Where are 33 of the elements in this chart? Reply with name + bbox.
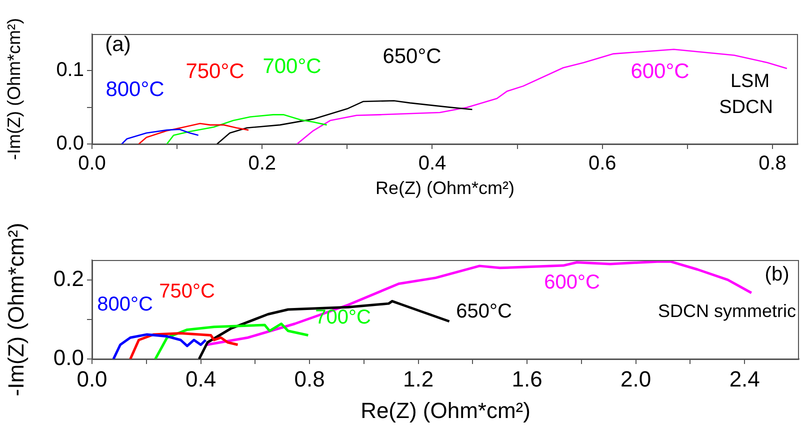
x-tick-label: 0.2 bbox=[248, 152, 276, 175]
series-label: 700°C bbox=[262, 54, 322, 78]
annotation: SDCN symmetric bbox=[658, 300, 796, 321]
x-tick-label: 0.4 bbox=[185, 366, 216, 392]
x-tick-label: 1.6 bbox=[512, 366, 542, 392]
series-label: 650°C bbox=[456, 300, 512, 323]
series-label: 800°C bbox=[106, 78, 164, 101]
x-tick-label: 0.4 bbox=[418, 152, 446, 175]
x-tick-label: 2.0 bbox=[620, 366, 652, 392]
series-label: 600°C bbox=[544, 272, 600, 294]
x-axis-title: Re(Z) (Ohm*cm²) bbox=[376, 178, 514, 198]
x-tick-label: 0.0 bbox=[78, 152, 106, 175]
series-label: 650°C bbox=[382, 44, 442, 68]
x-tick-label: 1.2 bbox=[403, 366, 434, 392]
series-label: 600°C bbox=[630, 60, 690, 83]
y-tick-label: 0.2 bbox=[53, 266, 84, 291]
annotation: (b) bbox=[764, 264, 790, 286]
x-tick-label: 0.8 bbox=[294, 366, 325, 392]
x-tick-label: 0.8 bbox=[758, 152, 786, 175]
text: 750°C bbox=[186, 60, 244, 83]
series-label: 800°C bbox=[97, 294, 153, 316]
y-tick-label: 0.0 bbox=[56, 132, 84, 155]
x-tick-label: 2.4 bbox=[729, 366, 760, 392]
y-axis-title: -Im(Z) (Ohm*cm²) bbox=[4, 18, 24, 160]
annotation: SDCN bbox=[719, 97, 773, 118]
annotation: (a) bbox=[105, 32, 131, 56]
x-axis-title: Re(Z) (Ohm*cm²) bbox=[360, 398, 530, 423]
y-tick-label: 0.1 bbox=[56, 59, 84, 82]
x-tick-label: 0.6 bbox=[588, 152, 616, 175]
series-label: 750°C bbox=[159, 280, 215, 303]
annotation: LSM bbox=[730, 71, 770, 92]
series-label: 700°C bbox=[315, 306, 371, 329]
y-axis-title: -Im(Z) (Ohm*cm²) bbox=[3, 222, 28, 396]
